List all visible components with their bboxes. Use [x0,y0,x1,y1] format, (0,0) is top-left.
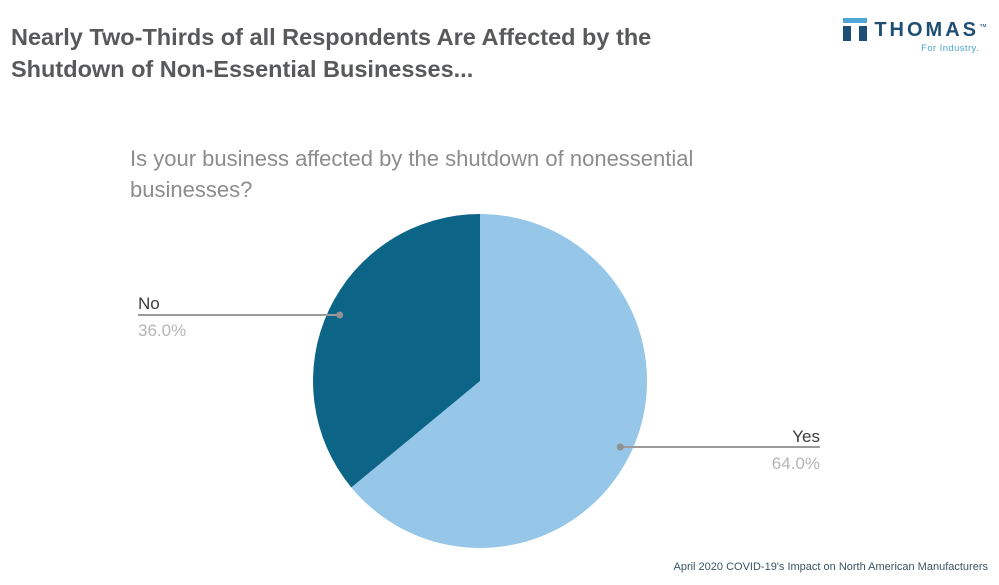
logo-vertical-bars [843,26,868,41]
slice-label-no: No [138,294,160,313]
pie-slice-yes [351,214,648,549]
logo-wordmark: THOMAS™ For Industry. [874,20,987,54]
logo-tagline: For Industry. [921,43,979,54]
leader-dot-yes [616,443,624,451]
slice-label-yes: Yes [792,427,820,446]
leader-dot-no [336,311,344,319]
chart-title: Is your business affected by the shutdow… [130,146,694,202]
callout-no: No 36.0% [138,294,186,341]
slice-value-yes: 64.0% [771,454,820,473]
page-title-line2: Shutdown of Non-Essential Businesses... [11,55,474,82]
logo-top-bar [843,18,868,23]
thomas-logo-icon [843,18,868,41]
logo-brand-text: THOMAS [874,19,979,41]
source-caption: April 2020 COVID-19's Impact on North Am… [673,561,988,573]
callout-yes: Yes 64.0% [660,427,820,474]
pie-slice-no [313,214,480,488]
trademark-symbol: ™ [979,22,987,32]
page-title-line1: Nearly Two-Thirds of all Respondents Are… [11,24,652,50]
slice-value-no: 36.0% [138,321,187,340]
thomas-logo: THOMAS™ For Industry. [843,18,987,54]
page-title: Nearly Two-Thirds of all Respondents Are… [11,22,771,85]
